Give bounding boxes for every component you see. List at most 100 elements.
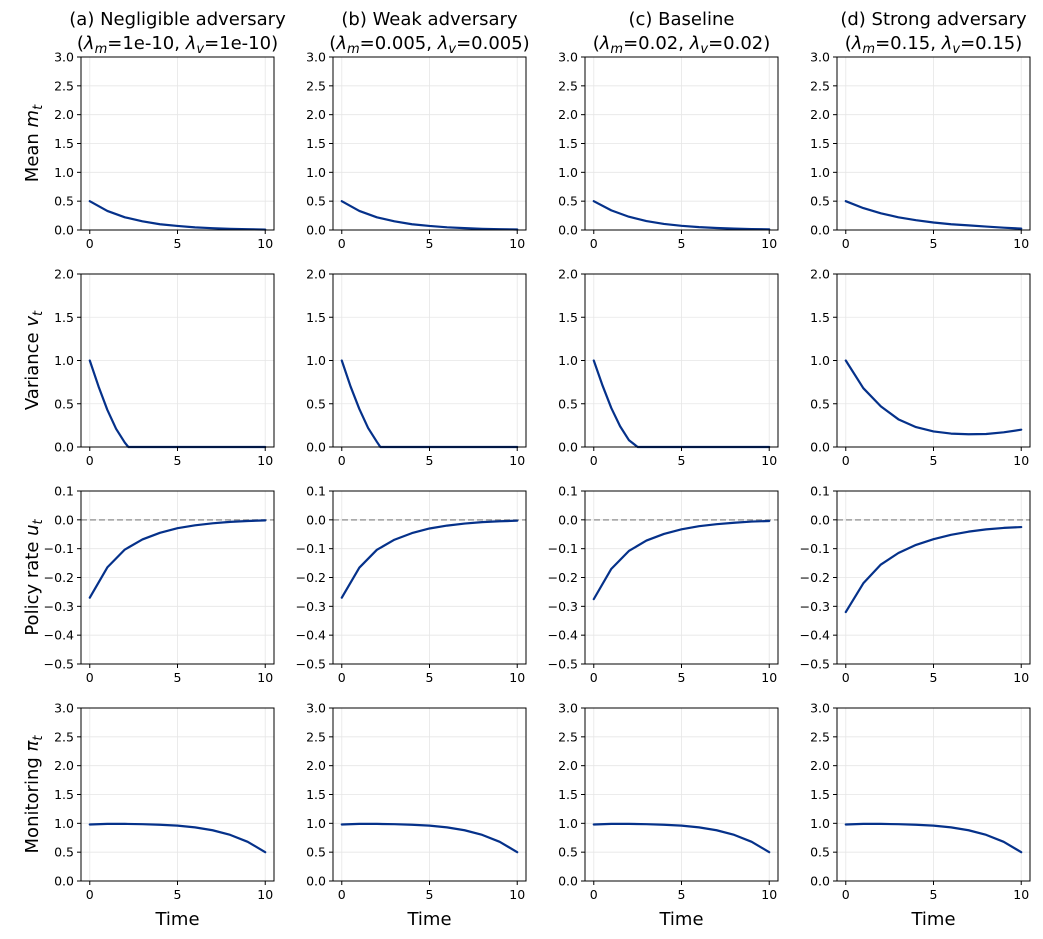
- x-tick-label: 10: [1013, 887, 1029, 902]
- column-subtitle: (λm=1e-10, λv=1e-10): [77, 33, 278, 57]
- y-tick-label: 2.5: [54, 729, 74, 744]
- y-tick-label: 3.0: [810, 701, 830, 716]
- y-tick-label: 0.5: [306, 845, 326, 860]
- y-tick-label: 0.0: [810, 223, 830, 238]
- series-line: [592, 200, 771, 231]
- y-tick-label: 1.0: [810, 816, 830, 831]
- y-tick-label: 1.5: [306, 136, 326, 151]
- x-tick-label: 0: [86, 887, 94, 902]
- y-tick-label: −0.1: [548, 541, 578, 556]
- y-tick-label: −0.5: [800, 657, 830, 672]
- y-tick-label: 2.5: [306, 729, 326, 744]
- y-tick-label: 0.0: [810, 440, 830, 455]
- column-subtitle: (λm=0.15, λv=0.15): [845, 33, 1023, 57]
- y-tick-label: 0.0: [306, 223, 326, 238]
- y-tick-label: 1.5: [558, 310, 578, 325]
- y-tick-label: 2.0: [54, 107, 74, 122]
- y-tick-label: 1.5: [558, 136, 578, 151]
- x-tick-label: 5: [930, 236, 938, 251]
- column-title: (b) Weak adversary: [341, 9, 518, 30]
- y-tick-label: 3.0: [558, 50, 578, 65]
- x-tick-label: 5: [174, 887, 182, 902]
- y-tick-label: 0.5: [810, 194, 830, 209]
- series-line: [340, 519, 519, 599]
- y-tick-label: 3.0: [810, 50, 830, 65]
- row-ylabel: Variance vt: [22, 310, 46, 410]
- y-tick-label: 0.1: [558, 484, 578, 499]
- y-tick-label: 0.0: [54, 223, 74, 238]
- row-ylabel: Monitoring πt: [22, 735, 46, 854]
- y-tick-label: 0.5: [306, 194, 326, 209]
- y-tick-label: 0.0: [810, 874, 830, 889]
- series-line: [844, 359, 1023, 436]
- subplot: 0.0 0.5 1.0 1.5 2.0 2.5 3.0 0 5 10 Time: [306, 701, 527, 930]
- subplot: 0.0 0.5 1.0 1.5 2.0 2.5 3.0 0 5 10: [558, 50, 779, 251]
- y-tick-label: 1.5: [54, 136, 74, 151]
- y-tick-label: −0.4: [548, 628, 578, 643]
- y-tick-label: 1.5: [54, 310, 74, 325]
- y-tick-label: 1.0: [306, 816, 326, 831]
- y-tick-label: 1.5: [306, 787, 326, 802]
- subplot: −0.5 −0.4 −0.3 −0.2 −0.1 0.0 0.1 0 5 10: [548, 484, 779, 685]
- subplot: 0.0 0.5 1.0 1.5 2.0 2.5 3.0 0 5 10: [54, 50, 275, 251]
- y-tick-label: −0.2: [548, 570, 578, 585]
- subplot: 0.0 0.5 1.0 1.5 2.0 2.5 3.0 0 5 10: [306, 50, 527, 251]
- x-tick-label: 5: [426, 670, 434, 685]
- subplot: 0.0 0.5 1.0 1.5 2.0 2.5 3.0 0 5 10 Time: [558, 701, 779, 930]
- y-tick-label: −0.3: [44, 599, 74, 614]
- x-tick-label: 0: [338, 453, 346, 468]
- x-axis-label: Time: [154, 909, 199, 930]
- series-line: [592, 822, 771, 854]
- y-tick-label: 0.5: [558, 845, 578, 860]
- y-tick-label: 0.1: [810, 484, 830, 499]
- row-ylabel: Policy rate ut: [22, 518, 46, 635]
- x-tick-label: 5: [174, 236, 182, 251]
- x-tick-label: 5: [426, 453, 434, 468]
- x-tick-label: 0: [842, 453, 850, 468]
- x-tick-label: 5: [426, 887, 434, 902]
- x-tick-label: 5: [678, 453, 686, 468]
- y-tick-label: 2.0: [810, 107, 830, 122]
- x-tick-label: 10: [1013, 236, 1029, 251]
- y-tick-label: 0.0: [306, 874, 326, 889]
- x-tick-label: 10: [761, 670, 777, 685]
- x-tick-label: 0: [842, 670, 850, 685]
- y-tick-label: 0.5: [306, 396, 326, 411]
- y-tick-label: 1.0: [306, 165, 326, 180]
- y-tick-label: 2.0: [54, 267, 74, 282]
- subplot: −0.5 −0.4 −0.3 −0.2 −0.1 0.0 0.1 0 5 10: [800, 484, 1031, 685]
- x-tick-label: 5: [930, 453, 938, 468]
- subplot: 0.0 0.5 1.0 1.5 2.0 0 5 10: [306, 267, 527, 468]
- y-tick-label: 0.5: [54, 396, 74, 411]
- y-tick-label: −0.3: [800, 599, 830, 614]
- series-line: [88, 519, 267, 599]
- y-tick-label: 0.0: [558, 874, 578, 889]
- y-tick-label: 2.5: [54, 78, 74, 93]
- y-tick-label: 2.5: [558, 729, 578, 744]
- subplot: 0.0 0.5 1.0 1.5 2.0 0 5 10: [558, 267, 779, 468]
- y-tick-label: 0.5: [54, 845, 74, 860]
- column-title: (a) Negligible adversary: [69, 9, 286, 30]
- y-tick-label: 2.0: [306, 267, 326, 282]
- x-axis-label: Time: [910, 909, 955, 930]
- series-line: [340, 822, 519, 854]
- y-tick-label: 0.0: [558, 512, 578, 527]
- y-tick-label: 1.0: [54, 816, 74, 831]
- x-tick-label: 0: [86, 670, 94, 685]
- y-tick-label: 0.0: [558, 440, 578, 455]
- x-tick-label: 10: [761, 236, 777, 251]
- y-tick-label: 1.5: [810, 787, 830, 802]
- y-tick-label: 1.5: [810, 310, 830, 325]
- y-tick-label: 3.0: [54, 701, 74, 716]
- x-tick-label: 5: [678, 670, 686, 685]
- x-tick-label: 0: [338, 670, 346, 685]
- x-tick-label: 5: [678, 236, 686, 251]
- y-tick-label: 2.5: [810, 729, 830, 744]
- y-tick-label: 0.0: [810, 512, 830, 527]
- y-tick-label: 3.0: [306, 50, 326, 65]
- y-tick-label: 2.0: [306, 107, 326, 122]
- y-tick-label: 0.0: [306, 440, 326, 455]
- x-tick-label: 5: [930, 670, 938, 685]
- x-tick-label: 10: [1013, 670, 1029, 685]
